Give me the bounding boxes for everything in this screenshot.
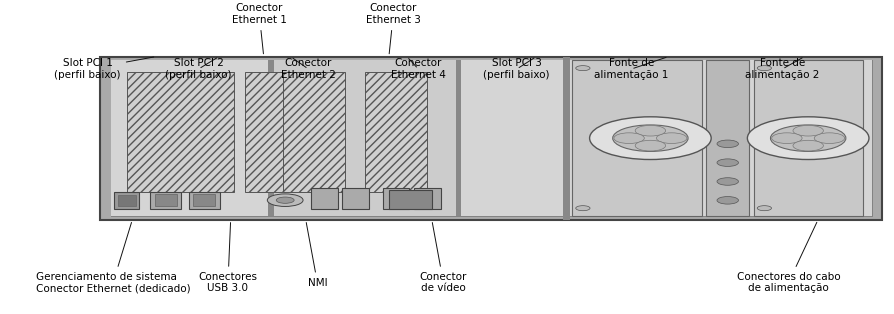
Bar [456, 60, 461, 216]
Text: Slot PCI 2
(perfil baixo): Slot PCI 2 (perfil baixo) [165, 58, 232, 80]
Text: Conectores do cabo
de alimentação: Conectores do cabo de alimentação [737, 222, 840, 293]
Text: Slot PCI 1
(perfil baixo): Slot PCI 1 (perfil baixo) [55, 57, 154, 80]
Circle shape [614, 133, 645, 143]
Bar [389, 190, 432, 209]
Bar [283, 72, 345, 192]
Text: Conector
Ethernet 4: Conector Ethernet 4 [391, 58, 446, 80]
Text: Conectores
USB 3.0: Conectores USB 3.0 [198, 223, 257, 293]
Text: Conector
Ethernet 2: Conector Ethernet 2 [281, 58, 336, 80]
Bar [572, 60, 702, 216]
Text: Fonte de
alimentação 2: Fonte de alimentação 2 [745, 58, 820, 80]
Circle shape [793, 125, 823, 136]
Circle shape [267, 194, 303, 207]
Bar [193, 194, 215, 206]
Text: NMI: NMI [307, 223, 327, 288]
Bar [563, 57, 570, 220]
Text: Conector
Ethernet 1: Conector Ethernet 1 [232, 3, 287, 54]
Circle shape [717, 197, 738, 204]
Bar [189, 192, 220, 209]
Circle shape [576, 206, 590, 211]
Circle shape [772, 133, 802, 143]
Circle shape [757, 206, 772, 211]
Circle shape [747, 117, 869, 160]
Bar [245, 72, 316, 192]
Text: Gerenciamento de sistema
Conector Ethernet (dedicado): Gerenciamento de sistema Conector Ethern… [36, 222, 190, 293]
Circle shape [793, 140, 823, 151]
Circle shape [717, 140, 738, 148]
Bar [706, 60, 749, 216]
Bar [414, 188, 441, 209]
Circle shape [635, 125, 665, 136]
Circle shape [589, 117, 712, 160]
Bar [268, 60, 274, 216]
Circle shape [576, 66, 590, 71]
Bar [563, 60, 872, 216]
Circle shape [717, 159, 738, 166]
Bar [342, 188, 369, 209]
Circle shape [276, 197, 294, 203]
Bar [150, 192, 181, 209]
Bar [114, 192, 139, 209]
Bar [111, 60, 872, 216]
Circle shape [771, 125, 846, 151]
Bar [383, 188, 409, 209]
Circle shape [635, 140, 665, 151]
Circle shape [814, 133, 845, 143]
Bar [754, 60, 863, 216]
Bar [274, 60, 456, 216]
Bar [111, 60, 563, 216]
Circle shape [612, 125, 688, 151]
Circle shape [656, 133, 687, 143]
Text: Conector
de vídeo: Conector de vídeo [420, 223, 467, 293]
Circle shape [717, 178, 738, 185]
Bar [155, 194, 177, 206]
Bar [311, 188, 338, 209]
Bar [127, 72, 234, 192]
Bar [100, 57, 882, 220]
Bar [118, 195, 136, 206]
Bar [365, 72, 427, 192]
Text: Slot PCI 3
(perfil baixo): Slot PCI 3 (perfil baixo) [484, 58, 550, 80]
Circle shape [757, 66, 772, 71]
Text: Conector
Ethernet 3: Conector Ethernet 3 [366, 3, 421, 54]
Text: Fonte de
alimentação 1: Fonte de alimentação 1 [594, 57, 669, 80]
